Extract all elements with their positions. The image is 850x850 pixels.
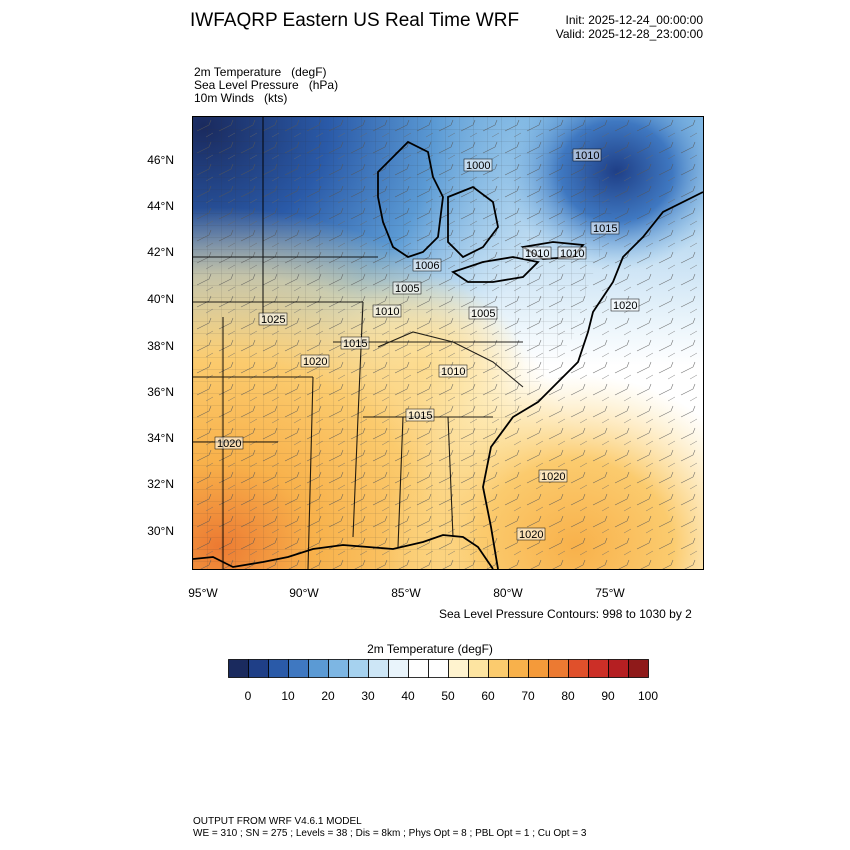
lon-label: 90°W [289, 586, 319, 600]
colorbar-swatch [308, 659, 329, 678]
footer-model: OUTPUT FROM WRF V4.6.1 MODEL [193, 816, 362, 827]
colorbar-label: 20 [321, 689, 335, 703]
pressure-label: 1010 [525, 248, 549, 260]
pressure-label: 1020 [613, 300, 637, 312]
lat-label: 30°N [147, 524, 174, 538]
lat-label: 36°N [147, 385, 174, 399]
pressure-label: 1010 [441, 366, 465, 378]
pressure-label: 1010 [575, 150, 599, 162]
colorbar-label: 30 [361, 689, 375, 703]
colorbar-swatch [348, 659, 369, 678]
valid-time: Valid: 2025-12-28_23:00:00 [555, 27, 703, 41]
pressure-label: 1025 [261, 314, 285, 326]
lon-label: 95°W [188, 586, 218, 600]
lat-label: 44°N [147, 199, 174, 213]
colorbar-label: 40 [401, 689, 415, 703]
colorbar-swatch [488, 659, 509, 678]
lat-label: 40°N [147, 292, 174, 306]
colorbar-swatch [388, 659, 409, 678]
colorbar-label: 10 [281, 689, 295, 703]
colorbar [228, 659, 649, 678]
lon-label: 75°W [595, 586, 625, 600]
colorbar-swatch [528, 659, 549, 678]
colorbar-swatch [288, 659, 309, 678]
colorbar-swatch [228, 659, 249, 678]
colorbar-label: 90 [601, 689, 615, 703]
colorbar-swatch [248, 659, 269, 678]
colorbar-label: 0 [244, 689, 252, 703]
field-label-winds: 10m Winds (kts) [194, 91, 288, 105]
footer-config: WE = 310 ; SN = 275 ; Levels = 38 ; Dis … [193, 828, 587, 839]
init-time: Init: 2025-12-24_00:00:00 [565, 13, 703, 27]
pressure-label: 1000 [466, 160, 490, 172]
chart-title: IWFAQRP Eastern US Real Time WRF [190, 10, 520, 31]
pressure-label: 1005 [395, 283, 419, 295]
colorbar-label: 60 [481, 689, 495, 703]
pressure-label: 1015 [343, 338, 367, 350]
colorbar-swatch [628, 659, 649, 678]
lon-label: 80°W [493, 586, 523, 600]
pressure-label: 1015 [593, 223, 617, 235]
map-canvas: 1000 1010 1015 1010 1010 1006 1005 1010 … [193, 117, 703, 569]
colorbar-label: 50 [441, 689, 455, 703]
pressure-label: 1020 [303, 356, 327, 368]
lat-label: 46°N [147, 153, 174, 167]
colorbar-swatch [268, 659, 289, 678]
pressure-label: 1015 [408, 410, 432, 422]
field-label-temperature: 2m Temperature (degF) [194, 65, 327, 79]
colorbar-swatch [328, 659, 349, 678]
field-label-pressure: Sea Level Pressure (hPa) [194, 78, 339, 92]
pressure-label: 1020 [217, 438, 241, 450]
colorbar-swatch [548, 659, 569, 678]
lat-label: 42°N [147, 245, 174, 259]
colorbar-swatch [468, 659, 489, 678]
pressure-label: 1010 [375, 306, 399, 318]
colorbar-title: 2m Temperature (degF) [367, 642, 493, 656]
colorbar-swatch [448, 659, 469, 678]
lat-label: 38°N [147, 339, 174, 353]
lon-label: 85°W [391, 586, 421, 600]
colorbar-swatch [508, 659, 529, 678]
colorbar-label: 70 [521, 689, 535, 703]
colorbar-label: 80 [561, 689, 575, 703]
pressure-label: 1020 [519, 529, 543, 541]
pressure-label: 1010 [560, 248, 584, 260]
lat-label: 34°N [147, 431, 174, 445]
colorbar-swatch [568, 659, 589, 678]
colorbar-label: 100 [637, 689, 659, 703]
pressure-label: 1020 [541, 471, 565, 483]
pressure-label: 1006 [415, 260, 439, 272]
colorbar-swatch [428, 659, 449, 678]
colorbar-swatch [588, 659, 609, 678]
pressure-label: 1005 [471, 308, 495, 320]
colorbar-swatch [608, 659, 629, 678]
weather-map: 1000 1010 1015 1010 1010 1006 1005 1010 … [192, 116, 704, 570]
colorbar-swatch [408, 659, 429, 678]
pressure-labels: 1000 1010 1015 1010 1010 1006 1005 1010 … [214, 148, 640, 541]
colorbar-swatch [368, 659, 389, 678]
contour-note: Sea Level Pressure Contours: 998 to 1030… [439, 607, 692, 621]
lat-label: 32°N [147, 477, 174, 491]
